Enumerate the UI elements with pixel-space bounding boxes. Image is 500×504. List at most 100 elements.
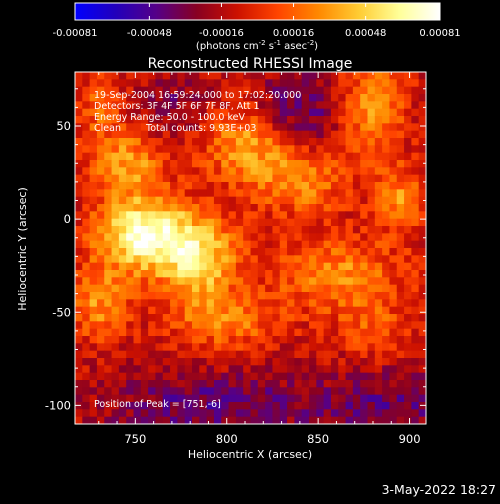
heatmap-cell (89, 196, 98, 205)
heatmap-cell (133, 409, 142, 418)
colorbar-ticks: -0.00081 -0.00048 -0.00016 0.00016 0.00048 0.… (53, 3, 461, 39)
heatmap-cell (89, 255, 98, 264)
heatmap-cell (279, 314, 288, 322)
heatmap-cell (184, 218, 193, 227)
heatmap-cell (411, 94, 420, 102)
heatmap-cell (126, 262, 134, 271)
heatmap-cell (228, 226, 237, 234)
heatmap-cell (330, 101, 339, 110)
y-tick-label: -100 (45, 398, 71, 412)
heatmap-cell (170, 138, 178, 146)
heatmap-cell (309, 218, 317, 227)
heatmap-cell (301, 343, 310, 352)
heatmap-cell (418, 299, 427, 308)
heatmap-cell (140, 130, 149, 139)
heatmap-cell (111, 372, 120, 381)
heatmap-cell (235, 365, 244, 374)
heatmap-cell (301, 255, 310, 264)
heatmap-cell (418, 211, 427, 220)
heatmap-cell (82, 160, 91, 168)
heatmap-cell (352, 402, 361, 410)
heatmap-cell (272, 167, 281, 176)
heatmap-cell (235, 189, 244, 198)
heatmap-cell (345, 204, 354, 212)
heatmap-cell (316, 292, 325, 300)
heatmap-cell (287, 86, 295, 95)
heatmap-cell (170, 123, 178, 132)
heatmap-cell (294, 350, 303, 359)
heatmap-cell (338, 160, 347, 168)
heatmap-cell (89, 182, 98, 190)
heatmap-cell (133, 94, 142, 102)
heatmap-cell (396, 160, 405, 168)
heatmap-cell (250, 196, 259, 205)
heatmap-cell (323, 314, 332, 322)
heatmap-cell (118, 233, 127, 242)
heatmap-cell (294, 79, 303, 88)
heatmap-cell (162, 233, 171, 242)
heatmap-cell (221, 108, 230, 117)
heatmap-cell (287, 167, 295, 176)
heatmap-cell (140, 343, 149, 352)
heatmap-cell (118, 167, 127, 176)
heatmap-cell (316, 116, 325, 124)
heatmap-cell (82, 358, 91, 366)
heatmap-cell (396, 79, 405, 88)
heatmap-cell (162, 204, 171, 212)
heatmap-cell (396, 284, 405, 293)
heatmap-cell (228, 160, 237, 168)
heatmap-cell (257, 270, 266, 278)
heatmap-cell (411, 321, 420, 330)
heatmap-cell (243, 174, 251, 183)
heatmap-cell (367, 248, 376, 256)
heatmap-cell (192, 130, 200, 139)
heatmap-cell (221, 218, 230, 227)
heatmap-cell (162, 387, 171, 396)
heatmap-cell (184, 174, 193, 183)
heatmap-cell (75, 343, 83, 352)
heatmap-cell (162, 101, 171, 110)
heatmap-cell (213, 226, 222, 234)
heatmap-cell (228, 299, 237, 308)
heatmap-cell (126, 233, 134, 242)
heatmap-cell (272, 182, 281, 190)
heatmap-cell (162, 299, 171, 308)
heatmap-cell (184, 343, 193, 352)
heatmap-cell (213, 409, 222, 418)
heatmap-cell (126, 130, 134, 139)
heatmap-cell (374, 284, 383, 293)
heatmap-cell (148, 336, 156, 344)
heatmap-cell (170, 365, 178, 374)
heatmap-cell (235, 255, 244, 264)
heatmap-cell (235, 262, 244, 271)
heatmap-cell (148, 160, 156, 168)
heatmap-cell (382, 160, 390, 168)
info-total-counts: Total counts: 9.93E+03 (145, 123, 256, 134)
heatmap-cell (287, 328, 295, 337)
heatmap-cell (389, 211, 398, 220)
heatmap-cell (104, 284, 113, 293)
heatmap-cell (206, 365, 215, 374)
heatmap-cell (418, 292, 427, 300)
heatmap-cell (96, 380, 105, 388)
heatmap-cell (279, 248, 288, 256)
heatmap-cell (89, 160, 98, 168)
heatmap-cell (140, 240, 149, 249)
heatmap-cell (265, 189, 273, 198)
heatmap-cell (104, 306, 113, 315)
heatmap-cell (352, 336, 361, 344)
heatmap-cell (404, 79, 412, 88)
heatmap-cell (96, 130, 105, 139)
heatmap-cell (111, 409, 120, 418)
heatmap-cell (418, 138, 427, 146)
heatmap-cell (374, 101, 383, 110)
heatmap-cell (199, 409, 208, 418)
heatmap-cell (404, 372, 412, 381)
heatmap-cell (352, 86, 361, 95)
heatmap-cell (206, 218, 215, 227)
heatmap-cell (104, 350, 113, 359)
heatmap-cell (155, 86, 164, 95)
heatmap-cell (265, 277, 273, 286)
heatmap-cell (89, 365, 98, 374)
heatmap-cell (221, 394, 230, 403)
